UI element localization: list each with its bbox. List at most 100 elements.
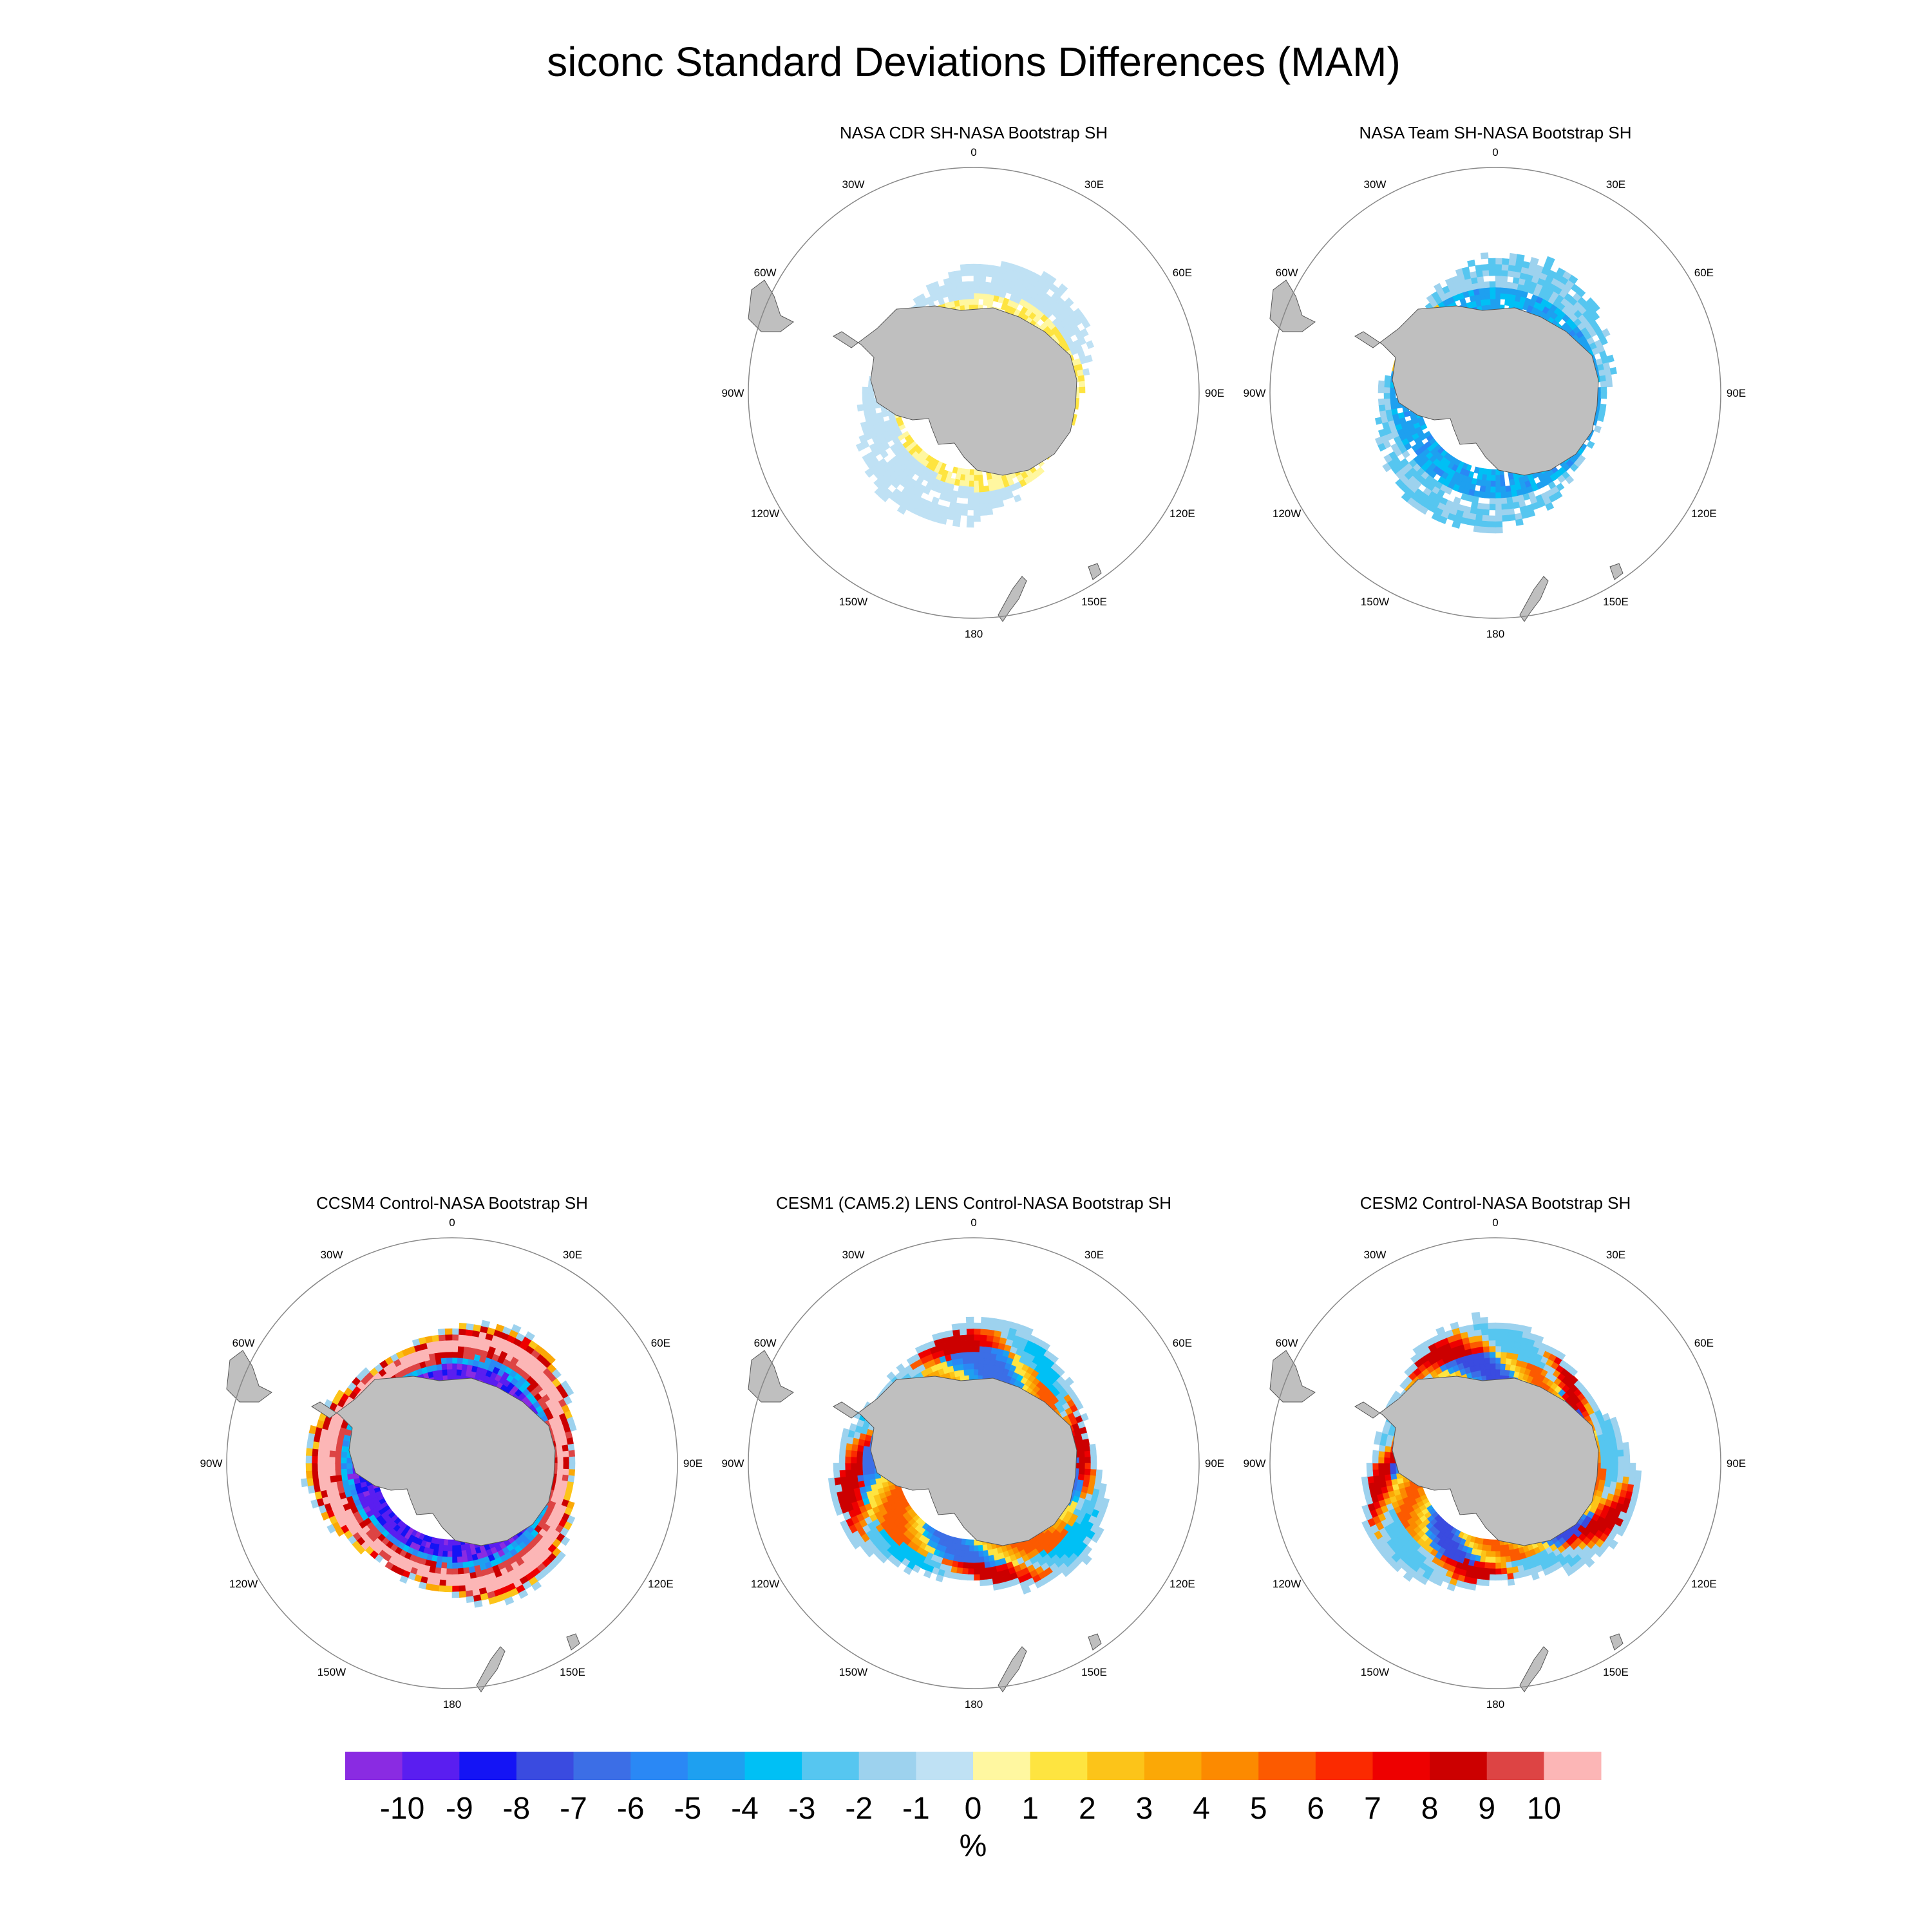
data-cell [566, 1437, 574, 1445]
data-cell [323, 1463, 330, 1470]
panel-ccsm4: CCSM4 Control-NASA Bootstrap SH030E60E90… [200, 1193, 703, 1710]
data-cell [857, 404, 864, 412]
data-cell [1079, 328, 1089, 337]
longitude-label: 120E [1691, 507, 1717, 520]
data-cell [1484, 292, 1491, 300]
data-cell [1506, 497, 1513, 504]
data-cell [1501, 515, 1510, 522]
data-cell [1479, 485, 1486, 493]
data-cell [1545, 256, 1555, 265]
data-cell [1078, 1468, 1086, 1475]
data-cell [1622, 1441, 1630, 1450]
data-cell [445, 1586, 453, 1593]
data-cell [973, 1557, 980, 1564]
data-cell [1499, 474, 1505, 482]
data-cell [464, 1340, 472, 1348]
data-cell [973, 1328, 981, 1335]
data-cell [1481, 515, 1490, 522]
longitude-label: 30E [1084, 178, 1104, 191]
data-cell [1591, 302, 1600, 312]
data-cell [341, 1473, 348, 1481]
data-cell [978, 1556, 985, 1564]
data-cell [459, 1328, 467, 1336]
data-cell [967, 515, 974, 522]
data-cell [1366, 1463, 1373, 1470]
data-cell [451, 1591, 460, 1598]
data-cell [1495, 509, 1502, 516]
data-cell [334, 1450, 342, 1458]
data-cell [556, 1473, 564, 1481]
data-cell [980, 1334, 988, 1341]
data-cell [1384, 403, 1392, 411]
data-cell [973, 515, 981, 522]
data-cell [1495, 1562, 1501, 1569]
data-cell [1378, 1463, 1385, 1470]
panel-cesm1: CESM1 (CAM5.2) LENS Control-NASA Bootstr… [722, 1193, 1225, 1710]
data-cell [340, 1463, 347, 1470]
data-cell [447, 1551, 453, 1558]
data-cell [451, 1334, 459, 1341]
data-cell [1599, 403, 1607, 411]
data-cell [451, 1545, 457, 1552]
data-cell [958, 485, 965, 493]
data-cell [973, 1351, 980, 1358]
longitude-label: 60E [1173, 1337, 1192, 1349]
data-cell [844, 1463, 851, 1470]
data-cell [967, 1345, 974, 1352]
data-cell [968, 1557, 974, 1564]
data-cell [1379, 410, 1387, 418]
data-cell [458, 1334, 466, 1341]
data-cell [1484, 287, 1491, 294]
data-cell [1507, 1578, 1515, 1586]
data-cell [440, 1357, 448, 1365]
data-cell [1467, 260, 1476, 267]
data-cell [980, 509, 987, 516]
data-cell [531, 1581, 542, 1591]
data-cell [433, 1346, 441, 1354]
data-cell [1475, 264, 1483, 272]
data-cell [973, 1334, 981, 1341]
data-cell [952, 520, 961, 527]
data-cell [1366, 1469, 1374, 1477]
data-cell [982, 1544, 988, 1551]
data-cell [346, 1473, 354, 1481]
data-cell [862, 1473, 870, 1481]
data-cell [967, 498, 974, 505]
data-cell [967, 504, 974, 511]
data-cell [328, 1463, 336, 1470]
data-cell [1490, 1557, 1496, 1564]
data-cell [1383, 1451, 1391, 1458]
data-cell [1382, 462, 1392, 473]
data-cell [442, 1368, 448, 1376]
data-cell [1378, 1450, 1385, 1458]
data-cell [1512, 501, 1520, 509]
data-cell [969, 298, 974, 305]
data-cell [1530, 257, 1539, 265]
data-cell [1618, 1456, 1625, 1464]
data-cell [1609, 366, 1617, 375]
data-cell [1372, 1463, 1379, 1470]
data-cell [439, 1345, 447, 1353]
data-cell [462, 1567, 470, 1575]
data-cell [980, 269, 987, 277]
data-cell [862, 1457, 869, 1464]
data-cell [399, 1575, 408, 1584]
data-cell [340, 1457, 347, 1464]
data-cell [1489, 281, 1496, 288]
data-cell [1495, 1345, 1502, 1352]
data-cell [1488, 527, 1496, 534]
data-cell [440, 1562, 448, 1569]
data-cell [987, 1323, 996, 1331]
data-cell [384, 1561, 394, 1570]
data-cell [829, 1484, 837, 1494]
data-cell [973, 1368, 979, 1376]
data-cell [1378, 428, 1387, 437]
data-cell [437, 1328, 446, 1336]
data-cell [1485, 480, 1492, 488]
longitude-label: 120W [1273, 507, 1301, 520]
data-cell [956, 1358, 964, 1365]
data-cell [954, 270, 962, 278]
data-cell [960, 1340, 968, 1347]
data-cell [1469, 271, 1477, 279]
longitude-label: 150W [839, 596, 867, 608]
